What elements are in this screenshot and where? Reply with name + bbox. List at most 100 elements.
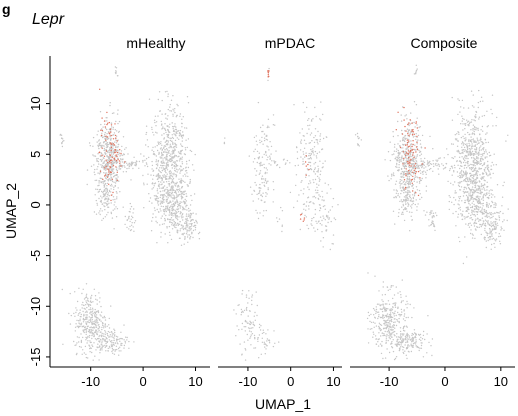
cell-point — [111, 159, 113, 161]
cell-point — [433, 225, 435, 227]
cell-point — [360, 139, 362, 141]
cell-point — [480, 141, 482, 143]
cell-point — [253, 334, 256, 337]
cell-point — [471, 174, 473, 176]
cell-point — [415, 151, 417, 153]
cell-point — [502, 212, 504, 215]
cell-point — [424, 214, 427, 216]
cell-point — [319, 179, 321, 181]
cell-point — [165, 192, 168, 194]
cell-point — [414, 135, 416, 138]
cell-point — [366, 317, 369, 320]
cell-point — [123, 165, 125, 167]
cell-point — [422, 356, 425, 358]
cell-point — [308, 158, 311, 160]
cell-point — [169, 139, 172, 142]
cell-point — [96, 141, 98, 143]
cell-point — [408, 124, 410, 127]
cell-point — [309, 134, 312, 136]
cell-point — [471, 209, 473, 211]
cell-point — [492, 125, 494, 127]
cell-point — [322, 205, 325, 208]
cell-point — [259, 183, 261, 186]
cell-point — [478, 150, 481, 152]
cell-point — [311, 217, 313, 220]
cell-point — [268, 149, 270, 151]
cell-point — [115, 166, 117, 168]
cell-point — [406, 345, 409, 347]
cell-point — [110, 122, 113, 125]
cell-point — [304, 214, 306, 217]
cell-point — [407, 133, 409, 135]
cell-point — [123, 339, 125, 341]
cell-point — [249, 327, 251, 330]
cell-point — [279, 166, 281, 169]
cell-point — [112, 170, 114, 172]
cell-point — [104, 317, 106, 319]
cell-point — [497, 224, 499, 227]
cell-point — [251, 296, 253, 298]
cell-point — [164, 195, 166, 197]
cell-point — [183, 243, 185, 245]
cell-point — [408, 187, 410, 189]
cell-point — [93, 155, 95, 157]
cell-point — [104, 131, 107, 134]
cell-point — [172, 126, 175, 128]
cell-point — [412, 154, 414, 156]
cell-point — [167, 133, 170, 136]
cell-point — [327, 217, 329, 219]
cell-point — [120, 331, 122, 333]
cell-point — [157, 180, 160, 183]
cell-point — [91, 334, 93, 337]
cell-point — [403, 183, 405, 186]
cell-point — [88, 336, 90, 338]
cell-point — [412, 339, 415, 341]
cell-point — [402, 144, 405, 146]
cell-point — [157, 98, 159, 101]
cell-point — [165, 148, 168, 150]
cell-point — [109, 159, 112, 162]
cell-point — [95, 331, 97, 334]
cell-point — [62, 138, 64, 140]
cell-point — [405, 341, 407, 344]
cell-point — [94, 323, 97, 326]
cell-point — [483, 220, 485, 222]
cell-point — [266, 145, 268, 147]
cell-point — [89, 326, 91, 329]
cell-point — [402, 162, 404, 164]
cell-point — [179, 202, 181, 205]
cell-point — [495, 204, 497, 206]
cell-point — [306, 201, 308, 203]
cell-point — [115, 161, 118, 164]
cell-point — [272, 124, 275, 126]
cell-point — [409, 194, 411, 196]
cell-point — [472, 198, 475, 200]
cell-point — [145, 144, 147, 146]
cell-point — [115, 142, 118, 144]
cell-point — [98, 359, 100, 361]
cell-point — [154, 209, 156, 212]
cell-point — [176, 186, 179, 188]
cell-point — [87, 325, 89, 327]
cell-point — [111, 178, 114, 180]
cell-point — [157, 143, 160, 145]
cell-point — [391, 346, 393, 348]
cell-point — [106, 123, 108, 126]
cell-point — [474, 208, 476, 211]
cell-point — [268, 342, 271, 344]
cell-point — [412, 196, 414, 199]
cell-point — [402, 349, 404, 351]
cell-point — [155, 194, 157, 197]
cell-point — [171, 187, 173, 189]
cell-point — [94, 319, 96, 321]
cell-point — [170, 221, 172, 224]
cell-point — [402, 174, 404, 176]
cell-point — [179, 191, 182, 193]
cell-point — [109, 340, 112, 343]
cell-point — [316, 183, 318, 185]
cell-point — [496, 184, 499, 186]
cell-point — [109, 334, 112, 336]
cell-point — [266, 345, 268, 347]
cell-point — [410, 112, 412, 114]
cell-point — [146, 183, 148, 185]
